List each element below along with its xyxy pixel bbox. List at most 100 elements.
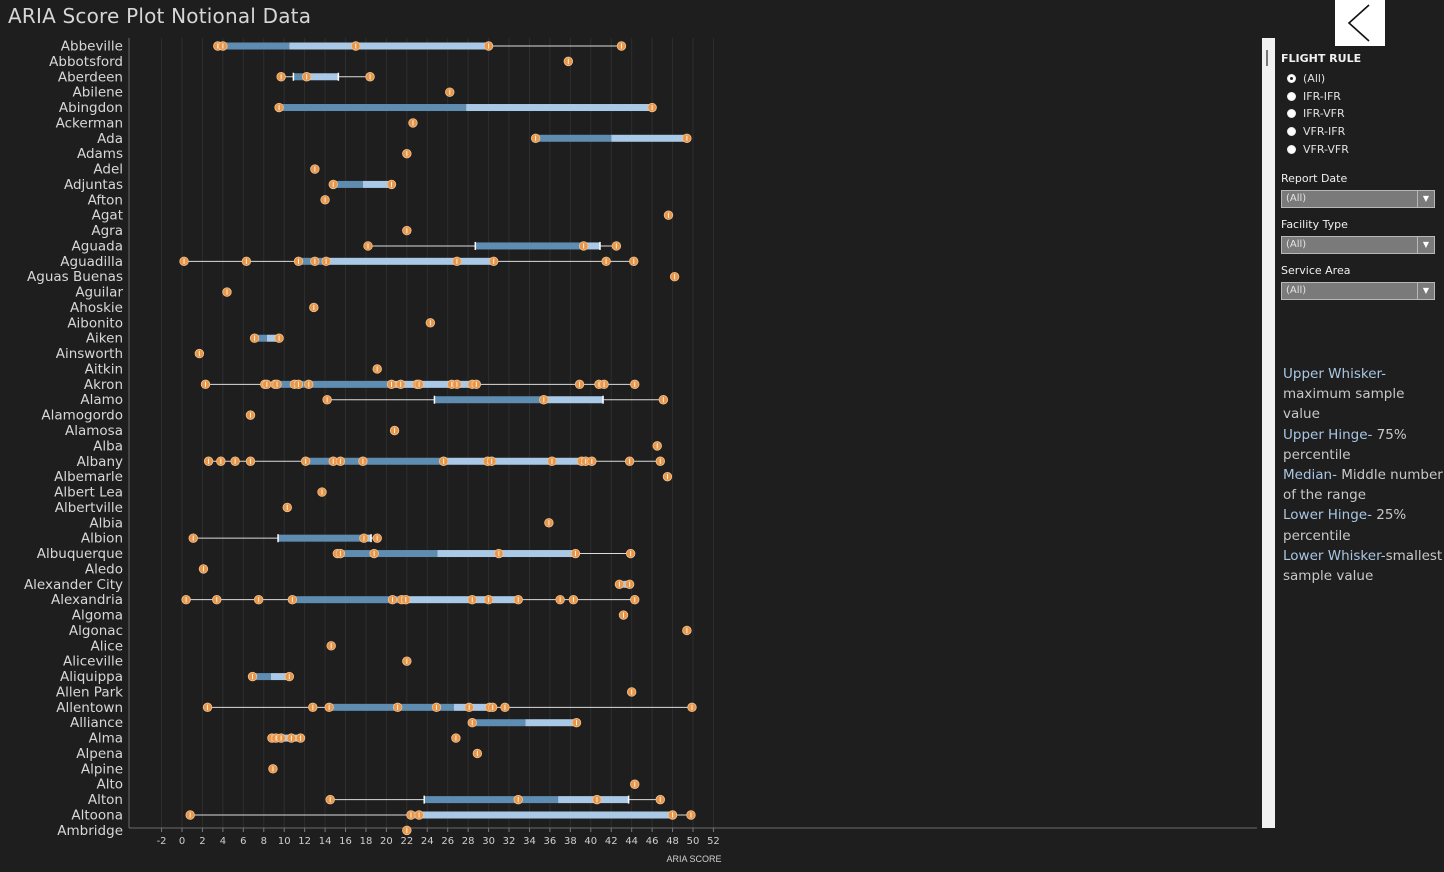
x-tick-label: 20 [380, 836, 393, 847]
row-label: Agat [92, 208, 123, 224]
x-tick-label: 30 [482, 836, 495, 847]
row-label: Aliceville [63, 654, 123, 670]
x-tick-label: 52 [707, 836, 720, 847]
row-label: Aitkin [85, 361, 123, 377]
row-label: Alamosa [65, 423, 123, 439]
row-label: Alexandria [51, 592, 123, 608]
dropdown-arrow-icon[interactable]: ▼ [1417, 236, 1434, 253]
row-label: Aguilar [75, 285, 123, 301]
radio-icon[interactable] [1287, 109, 1296, 119]
flight-rule-title: FLIGHT RULE [1281, 52, 1362, 65]
box-lower-half [219, 42, 290, 50]
filter-panel: FLIGHT RULE (All) IFR-IFR IFR-VFR VFR-IFR VF… [1281, 52, 1441, 300]
row-label: Abbotsford [49, 54, 123, 70]
row-label: Alexander City [24, 577, 123, 593]
row-label: Aibonito [67, 315, 123, 331]
row-label: Alba [93, 438, 123, 454]
x-tick-label: 2 [199, 836, 205, 847]
row-label: Alpena [76, 746, 123, 762]
flight-rule-option-label: IFR-IFR [1303, 89, 1341, 103]
row-label: Ainsworth [56, 346, 123, 362]
row-label: Algonac [69, 623, 123, 639]
flight-rule-option-label: VFR-IFR [1303, 125, 1346, 139]
service-area-select[interactable]: (All) ▼ [1281, 281, 1435, 300]
row-label: Adel [93, 162, 123, 178]
x-tick-label: 40 [584, 836, 597, 847]
radio-icon[interactable] [1287, 74, 1296, 84]
x-tick-label: 32 [503, 836, 516, 847]
x-tick-label: 46 [646, 836, 659, 847]
report-date-select[interactable]: (All) ▼ [1281, 189, 1435, 208]
box-upper-half [443, 457, 582, 465]
row-label: Ambridge [57, 823, 123, 839]
flight-rule-option[interactable]: IFR-IFR [1281, 88, 1441, 106]
row-label: Adjuntas [64, 177, 123, 193]
back-button[interactable] [1335, 0, 1385, 46]
box-lower-half [472, 719, 526, 727]
facility-type-label: Facility Type [1281, 217, 1348, 231]
row-label: Afton [88, 192, 123, 208]
scroll-thumb[interactable] [1266, 50, 1268, 66]
page-title: ARIA Score Plot Notional Data [8, 4, 312, 28]
legend-desc: 25% percentile [1283, 507, 1407, 544]
x-tick-label: 12 [298, 836, 311, 847]
legend-entry: Median- Middle number of the range [1283, 465, 1443, 505]
row-label: Algoma [72, 608, 123, 624]
legend-entry: Upper Whisker-maximum sample value [1283, 364, 1443, 425]
flight-rule-option[interactable]: IFR-VFR [1281, 105, 1441, 123]
x-tick-label: 8 [261, 836, 267, 847]
row-label: Adams [77, 146, 123, 162]
box-lower-half [293, 73, 308, 81]
x-tick-label: 38 [564, 836, 577, 847]
radio-icon[interactable] [1287, 144, 1296, 154]
legend-desc: Middle number of the range [1283, 467, 1443, 504]
row-label: Aguada [72, 238, 123, 254]
row-label: Abingdon [59, 100, 123, 116]
facility-type-select[interactable]: (All) ▼ [1281, 235, 1435, 254]
dropdown-arrow-icon[interactable]: ▼ [1417, 190, 1434, 207]
row-label: Albia [89, 515, 123, 531]
row-label: Ahoskie [70, 300, 123, 316]
box-lower-half [252, 673, 271, 681]
box-lower-half [424, 796, 559, 804]
legend-desc: maximum sample value [1283, 386, 1405, 423]
flight-rule-option[interactable]: VFR-VFR [1281, 140, 1441, 158]
x-tick-label: 22 [400, 836, 413, 847]
box-lower-half [278, 380, 392, 388]
row-label: Aliquippa [60, 669, 123, 685]
legend-entry: Lower Hinge- 25% percentile [1283, 505, 1443, 545]
x-tick-label: 18 [360, 836, 373, 847]
report-date-label: Report Date [1281, 171, 1348, 185]
row-label: Aberdeen [58, 69, 123, 85]
box-upper-half [437, 550, 576, 558]
x-tick-label: 36 [544, 836, 557, 847]
x-tick-label: -2 [157, 836, 167, 847]
row-label: Akron [84, 377, 123, 393]
vertical-scrollbar[interactable] [1262, 38, 1275, 828]
box-upper-half [391, 380, 474, 388]
box-upper-half [418, 811, 673, 819]
flight-rule-option[interactable]: VFR-IFR [1281, 123, 1441, 141]
legend-key: Lower Hinge- [1283, 507, 1372, 524]
box-lower-half [475, 242, 584, 250]
box-lower-half [338, 550, 438, 558]
row-label: Alamo [80, 392, 123, 408]
x-tick-label: 14 [319, 836, 332, 847]
row-label: Albuquerque [37, 546, 123, 562]
dropdown-arrow-icon[interactable]: ▼ [1417, 282, 1434, 299]
radio-icon[interactable] [1287, 127, 1296, 137]
legend-desc: 75% percentile [1283, 426, 1407, 463]
row-label: Altoona [71, 808, 123, 824]
flight-rule-option[interactable]: (All) [1281, 70, 1441, 88]
legend-key: Upper Whisker- [1283, 366, 1387, 382]
row-label: Albion [81, 531, 123, 547]
x-tick-label: 34 [523, 836, 536, 847]
box-upper-half [307, 73, 339, 81]
x-tick-label: 6 [240, 836, 246, 847]
box-lower-half [329, 703, 454, 711]
row-label: Alma [89, 731, 123, 747]
box-upper-half [405, 596, 519, 604]
radio-icon[interactable] [1287, 91, 1296, 101]
box-lower-half [278, 534, 364, 542]
x-tick-label: 24 [421, 836, 434, 847]
